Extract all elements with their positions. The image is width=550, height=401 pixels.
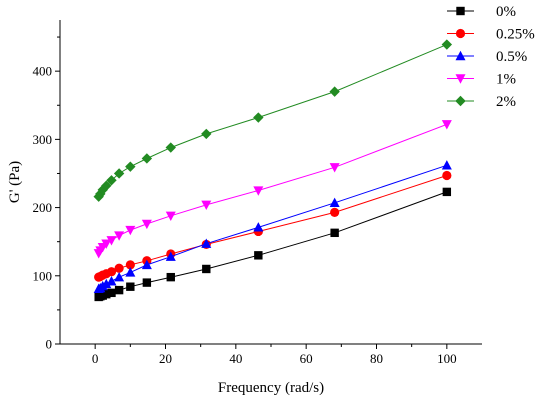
legend-item: 0% — [447, 4, 516, 20]
data-point — [106, 175, 117, 186]
legend-label: 0.25% — [496, 27, 535, 43]
series-5 — [93, 39, 453, 202]
data-point — [107, 288, 116, 298]
data-point — [141, 259, 152, 270]
y-tick-label: 200 — [33, 200, 53, 215]
data-point — [253, 222, 264, 232]
data-point — [201, 200, 212, 211]
legend-label: 0.5% — [496, 49, 527, 65]
x-tick-label: 80 — [370, 351, 383, 366]
legend-marker — [456, 6, 465, 16]
data-point — [329, 163, 340, 173]
data-point — [165, 211, 176, 221]
data-point — [166, 272, 175, 282]
data-point — [125, 225, 136, 236]
data-point — [102, 290, 111, 299]
legend-marker — [455, 50, 466, 61]
x-tick-label: 20 — [159, 351, 172, 366]
data-point — [329, 197, 340, 208]
x-tick-label: 0 — [92, 351, 99, 366]
data-point — [202, 264, 211, 274]
x-axis-label: Frequency (rad/s) — [218, 380, 324, 396]
data-point — [330, 228, 339, 238]
axes: 0 20 40 60 80 100 0 100 200 300 400 — [33, 20, 482, 366]
data-point — [101, 278, 112, 289]
y-tick-label: 100 — [33, 268, 53, 283]
legend-item: 1% — [447, 72, 516, 88]
data-point — [141, 219, 152, 230]
data-point — [125, 161, 136, 172]
legend-item: 2% — [447, 94, 516, 110]
data-point — [253, 186, 264, 196]
legend-label: 1% — [496, 72, 516, 88]
legend-marker — [455, 28, 466, 39]
data-point — [141, 153, 153, 164]
y-axis-label: G' (Pa) — [7, 161, 23, 203]
data-point — [101, 180, 112, 191]
data-point — [125, 260, 135, 270]
legend-item: 0.25% — [447, 27, 535, 43]
data-point — [125, 267, 136, 277]
data-point — [114, 263, 124, 273]
data-point — [201, 128, 212, 140]
data-point — [253, 112, 264, 123]
legend-marker — [455, 95, 466, 107]
x-tick-label: 40 — [229, 351, 242, 366]
series-1 — [94, 187, 452, 302]
data-point — [442, 187, 452, 197]
data-point — [254, 251, 263, 260]
y-tick-label: 300 — [33, 132, 53, 147]
data-point — [97, 184, 108, 196]
data-point — [106, 276, 117, 286]
legend-item: 0.5% — [447, 49, 527, 65]
data-point — [114, 271, 125, 282]
data-point — [106, 236, 117, 246]
data-point — [330, 207, 340, 217]
data-point — [441, 39, 453, 50]
x-tick-label: 60 — [300, 351, 313, 366]
y-tick-label: 0 — [46, 337, 53, 352]
data-point — [114, 231, 125, 241]
series-line — [98, 123, 447, 254]
data-point — [126, 282, 135, 291]
x-tick-label: 100 — [437, 351, 457, 366]
data-point — [101, 239, 112, 249]
data-point — [201, 238, 212, 248]
y-tick-label: 400 — [33, 64, 53, 79]
series-3 — [93, 160, 452, 293]
series-line — [98, 164, 447, 290]
data-point — [106, 267, 117, 277]
series-group — [93, 39, 453, 302]
series-line — [98, 44, 447, 197]
legend-label: 0% — [496, 4, 516, 20]
legend-label: 2% — [496, 94, 516, 110]
series-4 — [93, 120, 452, 259]
data-point — [441, 120, 452, 130]
data-point — [165, 251, 176, 261]
data-point — [142, 278, 152, 287]
data-point — [329, 86, 340, 97]
legend-marker — [455, 74, 466, 84]
legend: 0% 0.25% 0.5% 1% 2% — [447, 4, 535, 110]
data-point — [442, 170, 452, 181]
data-point — [113, 168, 125, 179]
data-point — [441, 160, 452, 170]
data-point — [165, 142, 176, 153]
data-point — [114, 285, 124, 295]
